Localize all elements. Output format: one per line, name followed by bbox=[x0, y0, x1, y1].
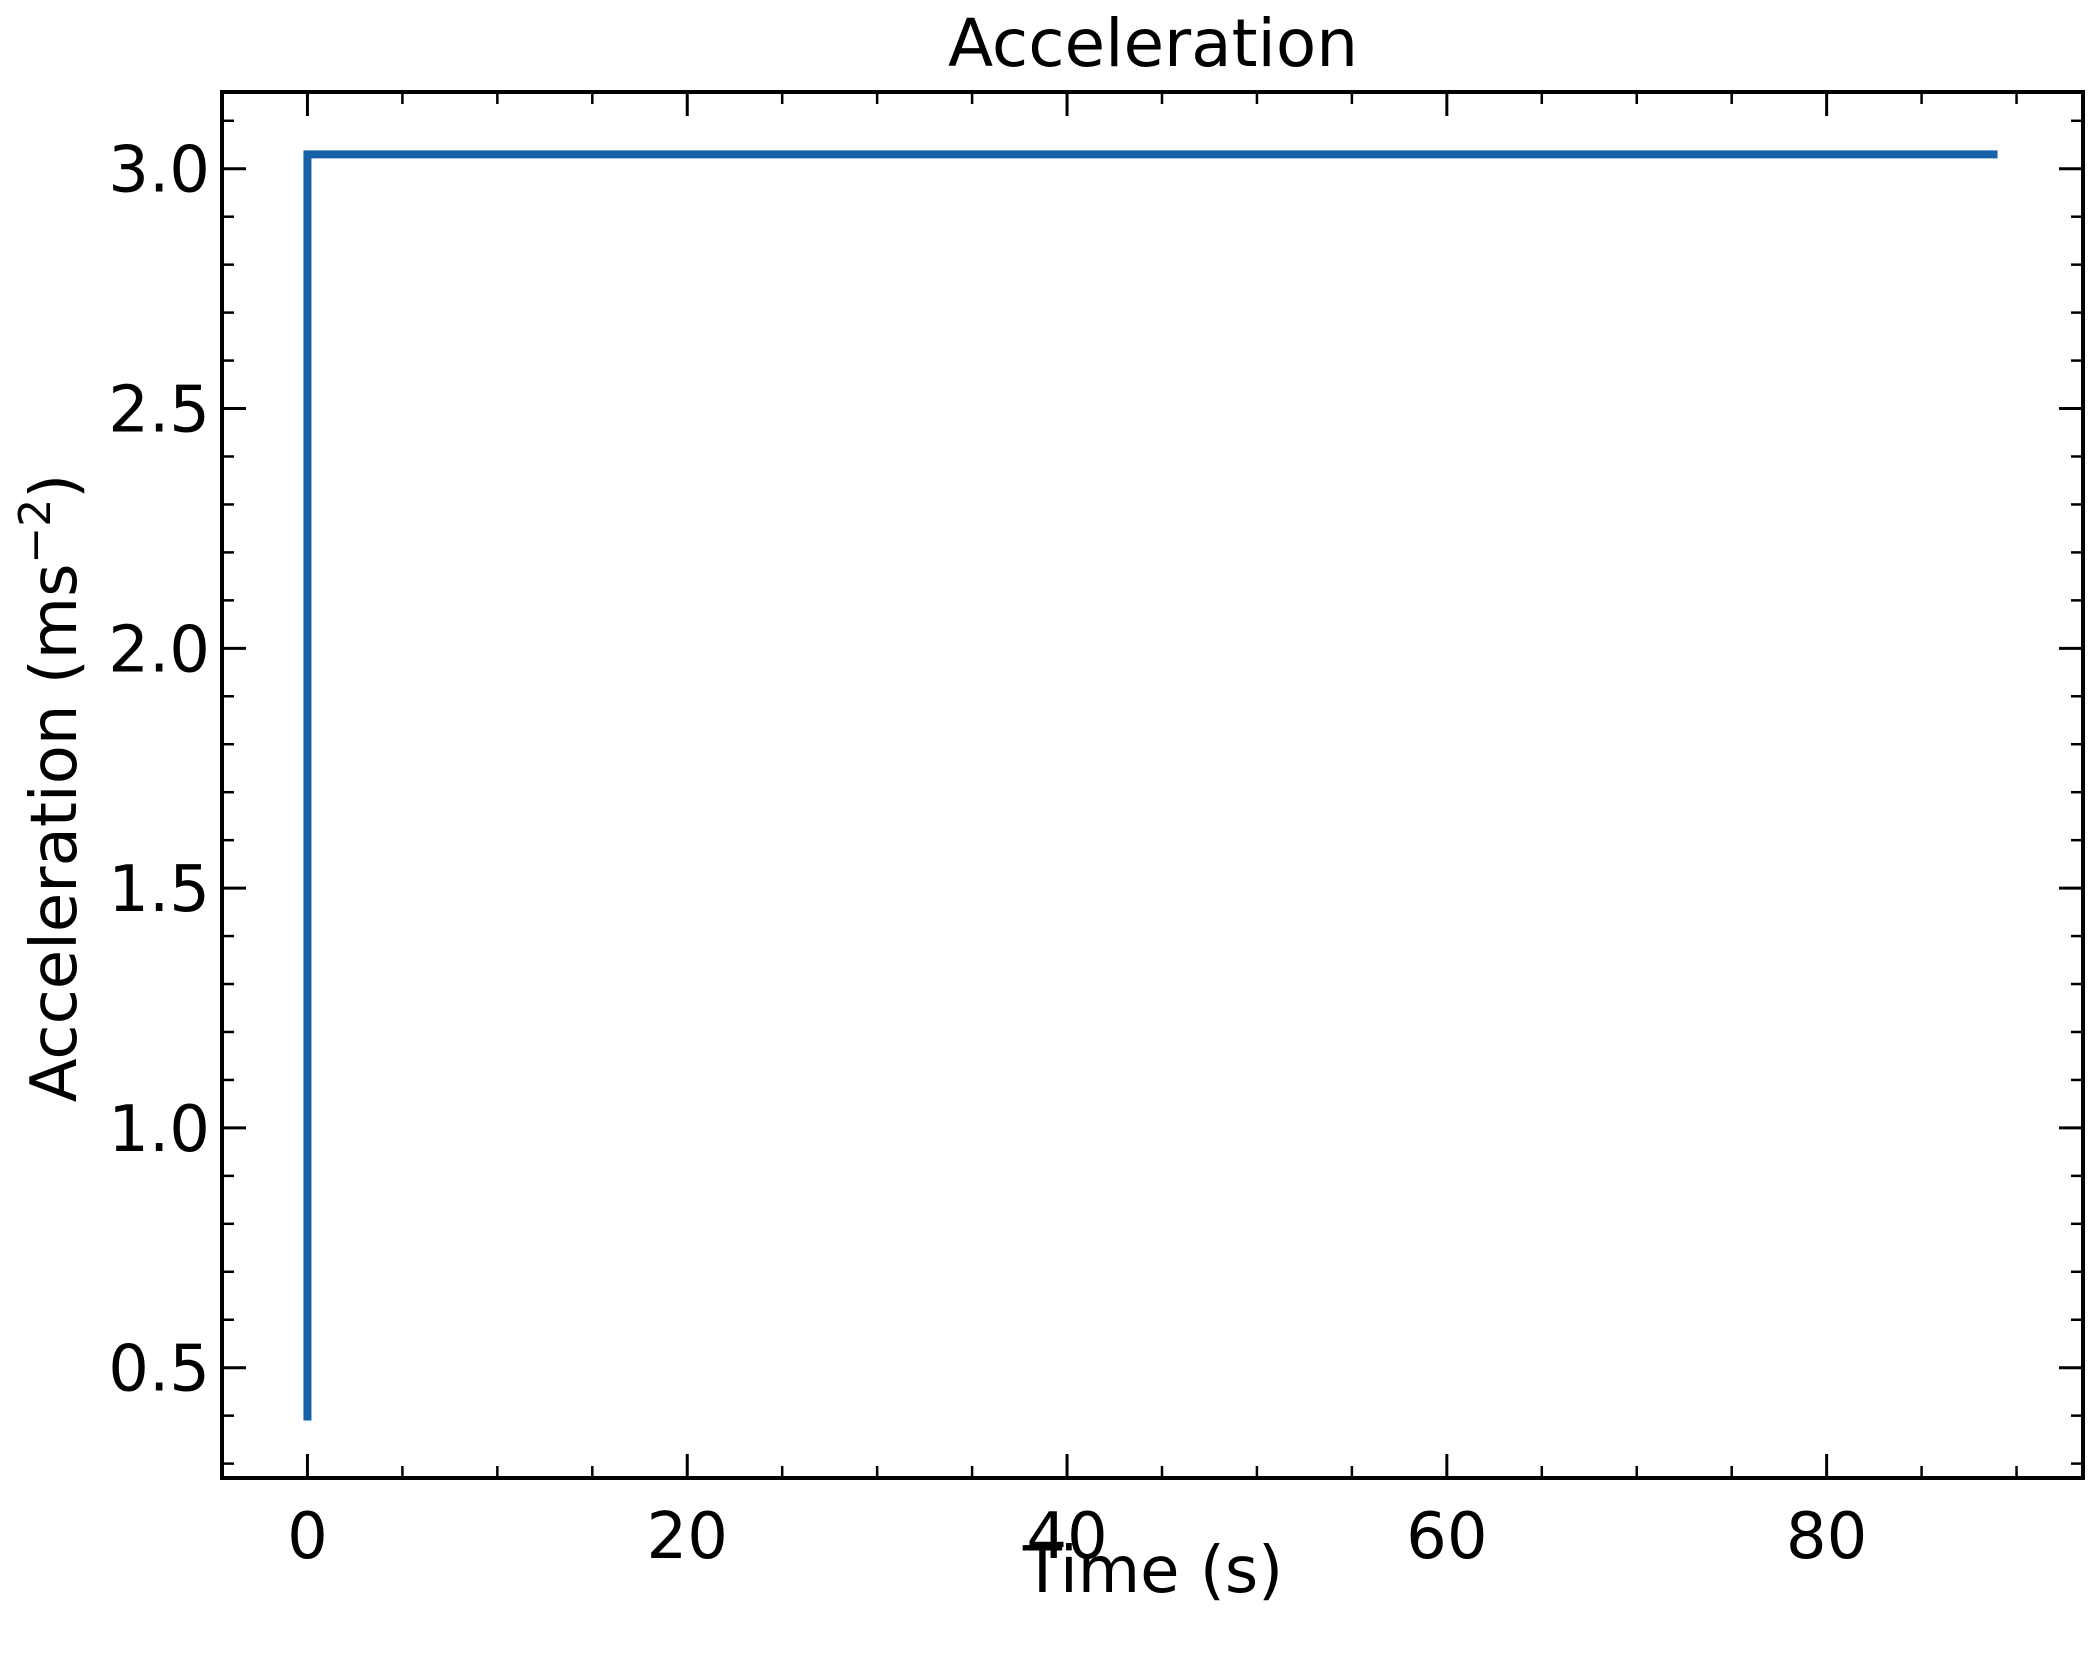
x-tick-label: 80 bbox=[1786, 1500, 1867, 1574]
series-layer bbox=[303, 150, 1998, 1421]
x-axis-title: Time (s) bbox=[1022, 1534, 1283, 1608]
ticks-layer bbox=[222, 92, 2083, 1478]
y-tick-label: 2.5 bbox=[108, 374, 210, 448]
y-tick-label: 1.0 bbox=[108, 1093, 210, 1167]
y-tick-label: 3.0 bbox=[108, 134, 210, 208]
x-tick-label: 40 bbox=[1026, 1500, 1107, 1574]
x-tick-label: 60 bbox=[1406, 1500, 1487, 1574]
y-axis-title-main: Acceleration (ms bbox=[18, 564, 92, 1103]
labels-layer: 0 20 40 60 80 0.5 1.0 1.5 2.0 2.5 3.0 bbox=[108, 134, 1867, 1574]
x-tick-label: 0 bbox=[287, 1500, 328, 1574]
x-tick-label: 20 bbox=[647, 1500, 728, 1574]
acceleration-series-line bbox=[303, 150, 1998, 1421]
y-axis-title: Acceleration (ms−2) bbox=[10, 474, 92, 1103]
y-tick-label: 1.5 bbox=[108, 853, 210, 927]
y-tick-label: 2.0 bbox=[108, 613, 210, 687]
chart-title: Acceleration bbox=[948, 5, 1358, 82]
y-tick-label: 0.5 bbox=[108, 1333, 210, 1407]
plot-frame bbox=[220, 90, 2085, 1480]
y-axis-title-exponent: −2 bbox=[10, 499, 61, 564]
y-axis-title-suffix: ) bbox=[18, 474, 92, 499]
